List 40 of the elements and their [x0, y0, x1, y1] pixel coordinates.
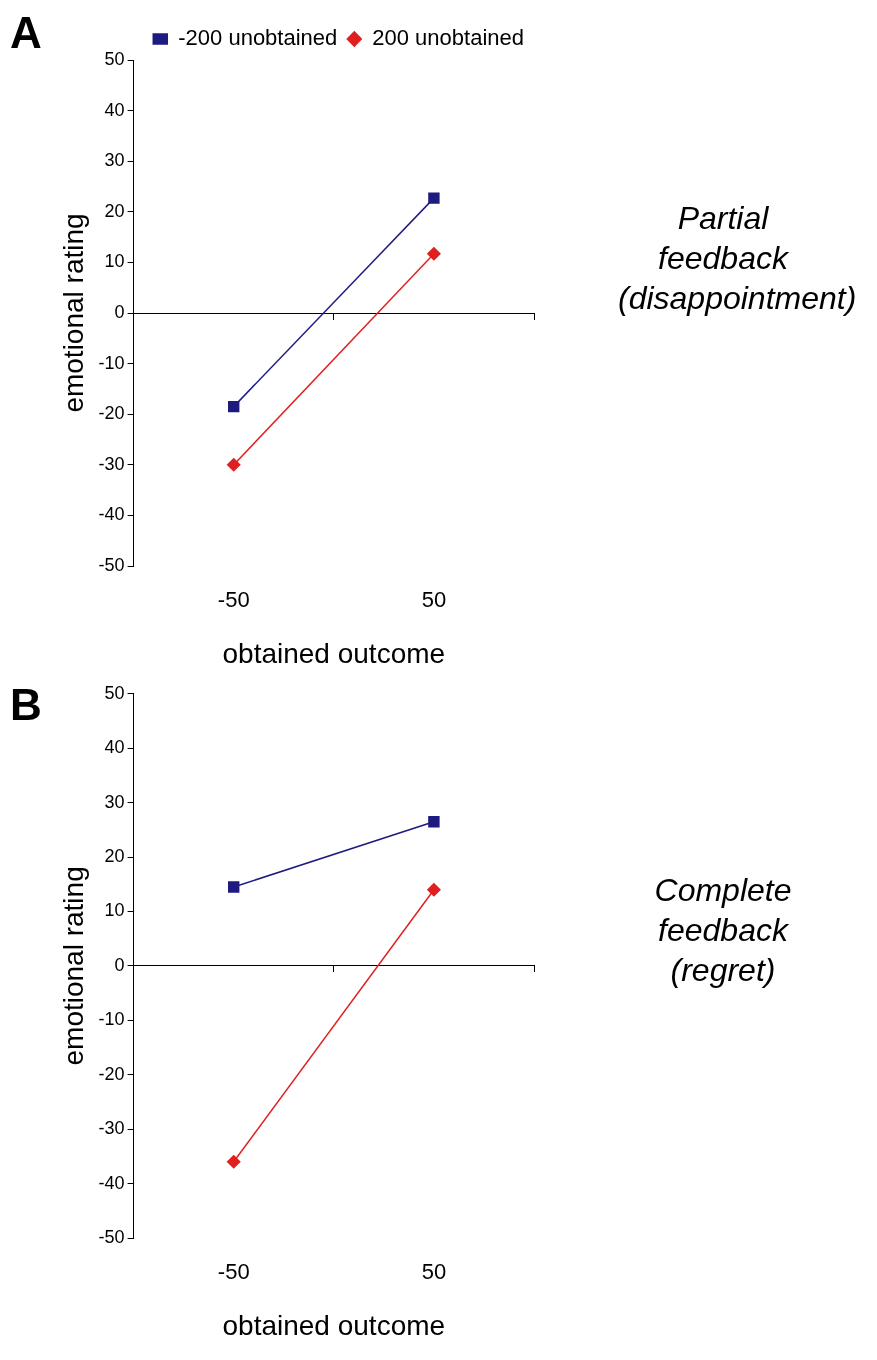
- y-tick-label: -30: [98, 453, 125, 474]
- point: [427, 247, 441, 261]
- y-tick-label: -30: [98, 1118, 125, 1139]
- y-tick-label: 10: [104, 900, 125, 921]
- y-axis-title: emotional rating: [57, 213, 89, 413]
- point: [428, 815, 440, 828]
- y-tick-label: -40: [98, 1172, 125, 1193]
- y-tick-label: -20: [98, 1063, 125, 1084]
- y-tick-label: 20: [104, 846, 125, 867]
- text: Complete feedback (regret): [653, 871, 793, 990]
- y-tick-label: 0: [114, 301, 125, 322]
- y-tick-label: 20: [104, 200, 125, 221]
- point: [226, 458, 241, 472]
- y-tick-label: -10: [98, 1009, 125, 1030]
- y-tick-label: 50: [104, 48, 125, 69]
- point: [226, 1155, 241, 1169]
- y-tick-label: 40: [104, 99, 125, 120]
- x-axis-title: obtained outcome: [222, 1309, 446, 1341]
- y-tick-label: -40: [98, 504, 125, 525]
- y-tick-label: -10: [98, 352, 125, 373]
- legend-label: -200 unobtained: [178, 25, 338, 51]
- chart-title: A: [10, 8, 42, 58]
- y-tick-label: 30: [104, 150, 125, 171]
- y-tick-label: 40: [104, 737, 125, 758]
- y-axis-title: emotional rating: [57, 866, 89, 1066]
- point: [228, 881, 240, 893]
- text: Partial feedback (disappointment): [618, 199, 857, 318]
- point: [228, 400, 240, 413]
- chart-title: B: [10, 680, 42, 730]
- y-tick-label: 0: [114, 954, 125, 975]
- y-tick-label: -20: [98, 403, 125, 424]
- point: [428, 192, 440, 204]
- point: [427, 882, 441, 897]
- legend-label: 200 unobtained: [372, 25, 524, 51]
- y-tick-label: -50: [98, 554, 125, 575]
- x-axis-title: obtained outcome: [222, 637, 446, 669]
- y-tick-label: 30: [104, 791, 125, 812]
- y-tick-label: -50: [98, 1226, 125, 1247]
- y-tick-label: 10: [104, 251, 125, 272]
- y-tick-label: 50: [104, 682, 125, 703]
